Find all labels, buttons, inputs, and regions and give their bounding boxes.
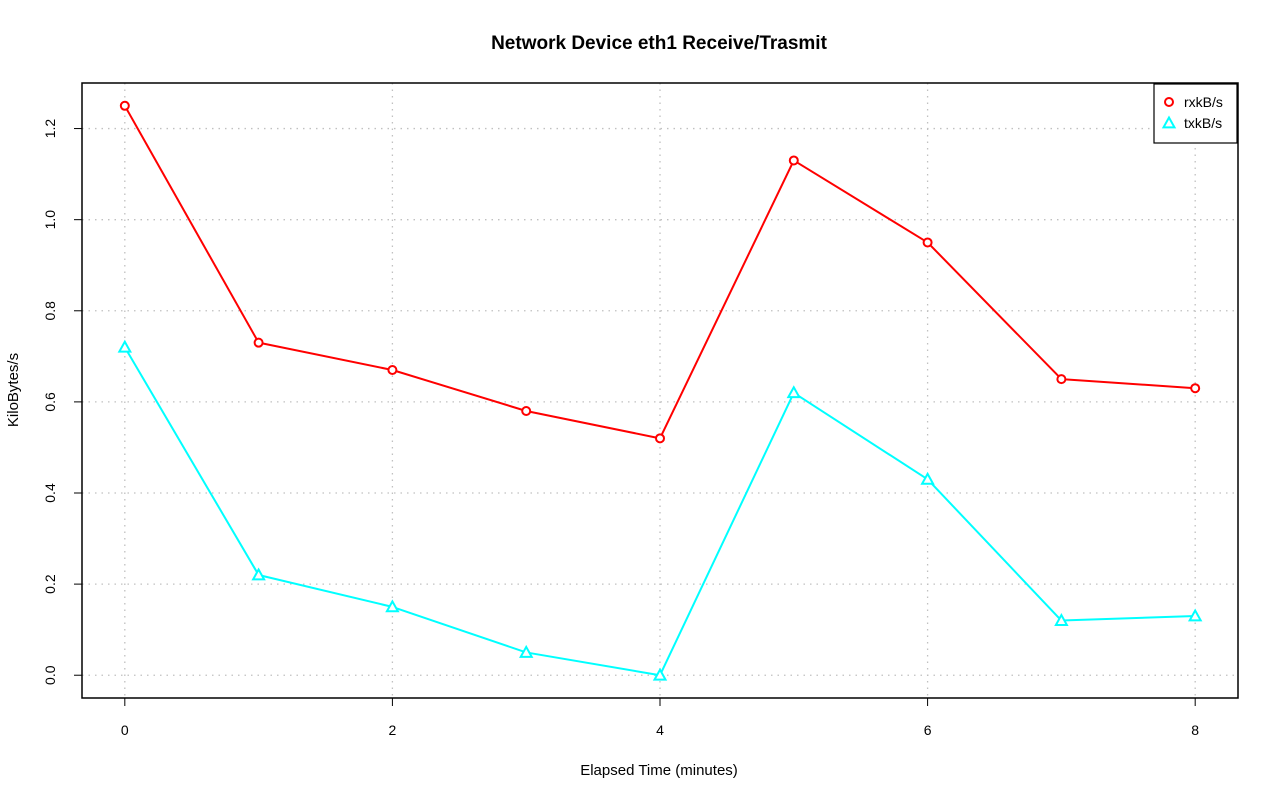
series-line-segment <box>793 391 929 481</box>
series-line-segment <box>659 392 795 676</box>
series-line-segment <box>392 369 527 412</box>
data-point <box>119 100 130 111</box>
y-axis-label: KiloBytes/s <box>5 353 22 427</box>
x-tick-label: 4 <box>656 722 664 738</box>
data-point <box>521 406 532 416</box>
series-line-segment <box>793 159 929 244</box>
x-axis-label: Elapsed Time (minutes) <box>580 762 738 779</box>
data-point <box>788 155 799 166</box>
x-tick-label: 0 <box>121 722 129 738</box>
y-tick-label: 1.0 <box>42 210 58 230</box>
data-point <box>1190 383 1201 394</box>
x-axis: 0 2 4 6 8 <box>121 697 1199 738</box>
legend-marker <box>1161 115 1177 129</box>
legend-entry-label: txkB/s <box>1184 115 1222 131</box>
series-line-segment <box>123 105 260 344</box>
legend-marker <box>1164 97 1174 107</box>
legend: rxkB/s txkB/s <box>1153 83 1238 144</box>
y-tick-label: 0.2 <box>42 574 58 594</box>
x-tick-label: 2 <box>389 722 397 738</box>
data-point <box>786 385 801 399</box>
series-line-segment <box>258 574 393 608</box>
y-tick-label: 0.6 <box>42 392 58 412</box>
series-line-segment <box>392 605 527 654</box>
series-1 <box>117 339 1203 681</box>
data-point <box>1056 374 1067 385</box>
series-line-segment <box>526 410 661 440</box>
data-point <box>920 471 935 485</box>
y-tick-label: 0.0 <box>42 665 58 685</box>
data-point <box>385 599 400 613</box>
x-tick-label: 6 <box>924 722 932 738</box>
data-point <box>251 567 266 581</box>
series-line-segment <box>926 478 1063 622</box>
series-line-segment <box>659 160 795 439</box>
legend-entry-label: rxkB/s <box>1184 94 1223 110</box>
series-line-segment <box>926 241 1063 380</box>
y-tick-label: 1.2 <box>42 119 58 139</box>
series-0 <box>119 100 1201 444</box>
data-point <box>117 339 133 353</box>
legend-box <box>1153 83 1238 144</box>
data-point <box>253 337 264 348</box>
data-point <box>652 667 668 681</box>
data-point <box>1054 612 1069 626</box>
y-axis: 0.0 0.2 0.4 0.6 0.8 1.0 1.2 <box>42 119 83 685</box>
x-tick-label: 8 <box>1191 722 1199 738</box>
data-point <box>1187 608 1203 622</box>
data-point <box>387 365 398 375</box>
y-tick-label: 0.8 <box>42 301 58 321</box>
data-point <box>655 433 665 444</box>
chart-title: Network Device eth1 Receive/Trasmit <box>491 33 828 54</box>
series-layer <box>117 100 1203 681</box>
series-line-segment <box>1061 615 1196 622</box>
data-point <box>922 237 933 248</box>
series-line-segment <box>258 341 393 371</box>
y-tick-label: 0.4 <box>42 483 58 503</box>
series-line-segment <box>1061 378 1196 390</box>
grid-lines <box>82 83 1238 698</box>
data-point <box>519 644 534 658</box>
series-line-segment <box>123 346 260 576</box>
series-line-segment <box>526 651 661 677</box>
